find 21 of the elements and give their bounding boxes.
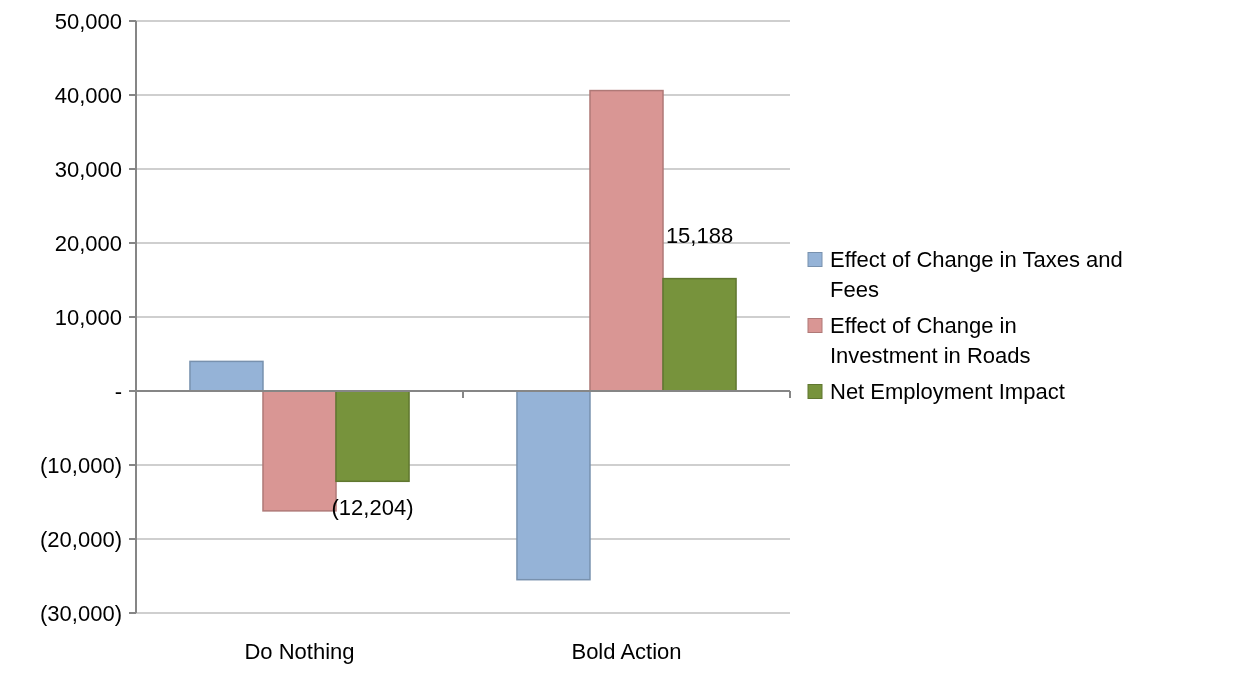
bar [662, 277, 737, 392]
y-tick-label: - [114, 378, 122, 404]
y-tick-label: 10,000 [54, 304, 122, 330]
bar [189, 360, 264, 392]
y-tick-label: (30,000) [40, 600, 122, 626]
y-tick-label: (20,000) [40, 526, 122, 552]
legend-label: Effect of Change in Taxes and Fees [830, 246, 1123, 302]
legend-label: Effect of Change in Investment in Roads [830, 312, 1031, 368]
legend-label: Net Employment Impact [830, 378, 1065, 404]
x-tick-label: Bold Action [571, 639, 682, 664]
bar [516, 390, 591, 581]
y-tick-label: 50,000 [54, 8, 122, 34]
bar [589, 89, 664, 392]
x-tick-label: Do Nothing [244, 639, 355, 664]
bar [335, 390, 410, 483]
y-tick-label: 40,000 [54, 82, 122, 108]
data-label: (12,204) [331, 495, 414, 521]
data-label: 15,188 [665, 222, 734, 248]
y-tick-label: 30,000 [54, 156, 122, 182]
y-tick-label: 20,000 [54, 230, 122, 256]
y-tick-label: (10,000) [40, 452, 122, 478]
